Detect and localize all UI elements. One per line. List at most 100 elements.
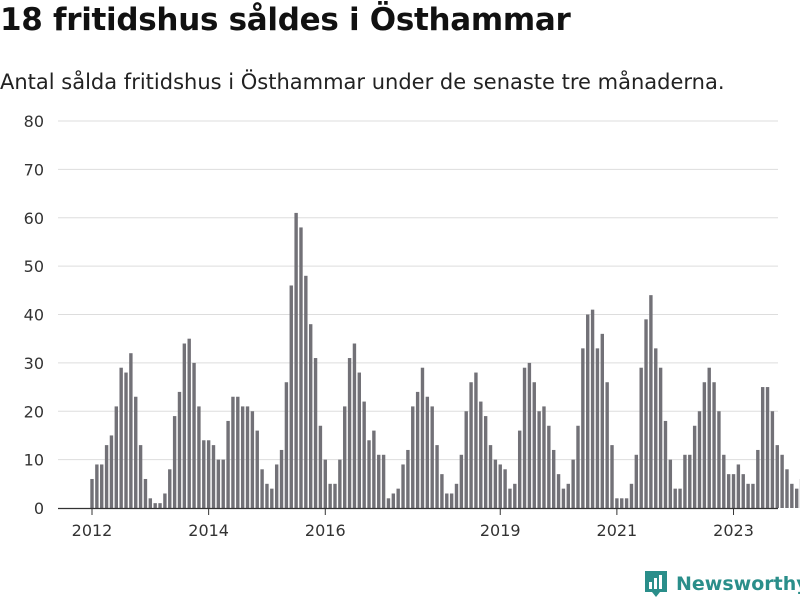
bar	[217, 460, 220, 508]
bar	[163, 493, 166, 508]
bar	[586, 315, 589, 509]
bar	[421, 368, 424, 508]
bar	[469, 382, 472, 508]
bar	[795, 489, 798, 508]
bar	[149, 498, 152, 508]
bar	[416, 392, 419, 508]
bar	[465, 411, 468, 508]
bar	[173, 416, 176, 508]
bar	[270, 489, 273, 508]
bar	[168, 469, 171, 508]
newsworthy-chart-logo-icon	[643, 569, 669, 599]
bar	[518, 431, 521, 508]
bar	[639, 368, 642, 508]
bar	[304, 276, 307, 508]
bar	[435, 445, 438, 508]
y-tick-label: 50	[24, 257, 44, 276]
bar	[712, 382, 715, 508]
y-tick-label: 80	[24, 112, 44, 131]
bar	[158, 503, 161, 508]
x-tick-label: 2021	[597, 521, 638, 540]
bar	[299, 227, 302, 508]
bar	[241, 406, 244, 508]
x-tick-label: 2016	[305, 521, 346, 540]
bar	[489, 445, 492, 508]
bar	[615, 498, 618, 508]
bar	[746, 484, 749, 508]
bar	[100, 464, 103, 508]
bar	[139, 445, 142, 508]
bar	[693, 426, 696, 508]
bar	[513, 484, 516, 508]
bar	[90, 479, 93, 508]
bar	[503, 469, 506, 508]
bar	[333, 484, 336, 508]
bar	[596, 348, 599, 508]
bar	[664, 421, 667, 508]
bar	[377, 455, 380, 508]
bar	[328, 484, 331, 508]
bar	[362, 402, 365, 508]
bar	[771, 411, 774, 508]
bar	[396, 489, 399, 508]
y-tick-label: 0	[34, 499, 44, 518]
bar	[445, 493, 448, 508]
bar	[533, 382, 536, 508]
bar	[605, 382, 608, 508]
x-tick-label: 2019	[480, 521, 521, 540]
bar	[547, 426, 550, 508]
bar	[319, 426, 322, 508]
bar	[226, 421, 229, 508]
bar	[188, 339, 191, 508]
bar	[751, 484, 754, 508]
bar	[236, 397, 239, 508]
bar	[246, 406, 249, 508]
y-tick-label: 60	[24, 209, 44, 228]
bar	[649, 295, 652, 508]
x-tick-label: 2023	[713, 521, 754, 540]
brand-name: Newsworthy	[676, 573, 800, 595]
bar	[153, 503, 156, 508]
x-tick-label: 2014	[188, 521, 229, 540]
y-tick-label: 20	[24, 402, 44, 421]
brand-footer: Newsworthy	[643, 566, 800, 602]
bar-chart: 0102030405060708018201220142016201920212…	[0, 0, 800, 560]
bar	[785, 469, 788, 508]
bar	[732, 474, 735, 508]
bar	[124, 373, 127, 508]
bar	[698, 411, 701, 508]
bar	[309, 324, 312, 508]
bar	[620, 498, 623, 508]
bar	[338, 460, 341, 508]
bar	[635, 455, 638, 508]
y-tick-label: 10	[24, 451, 44, 470]
bar	[484, 416, 487, 508]
bar	[353, 344, 356, 508]
bar	[275, 464, 278, 508]
bar	[294, 213, 297, 508]
bar	[644, 319, 647, 508]
bar	[630, 484, 633, 508]
bar	[654, 348, 657, 508]
bar	[231, 397, 234, 508]
bar	[260, 469, 263, 508]
bar	[202, 440, 205, 508]
bar	[683, 455, 686, 508]
bar	[460, 455, 463, 508]
bar	[508, 489, 511, 508]
bar	[708, 368, 711, 508]
bar	[431, 406, 434, 508]
bar	[717, 411, 720, 508]
bar	[426, 397, 429, 508]
bar	[756, 450, 759, 508]
bar	[144, 479, 147, 508]
bar	[401, 464, 404, 508]
bar	[450, 493, 453, 508]
bar	[601, 334, 604, 508]
bar	[440, 474, 443, 508]
bar	[256, 431, 259, 508]
bar	[314, 358, 317, 508]
bar	[134, 397, 137, 508]
y-tick-label: 40	[24, 306, 44, 325]
x-tick-label: 2012	[72, 521, 113, 540]
